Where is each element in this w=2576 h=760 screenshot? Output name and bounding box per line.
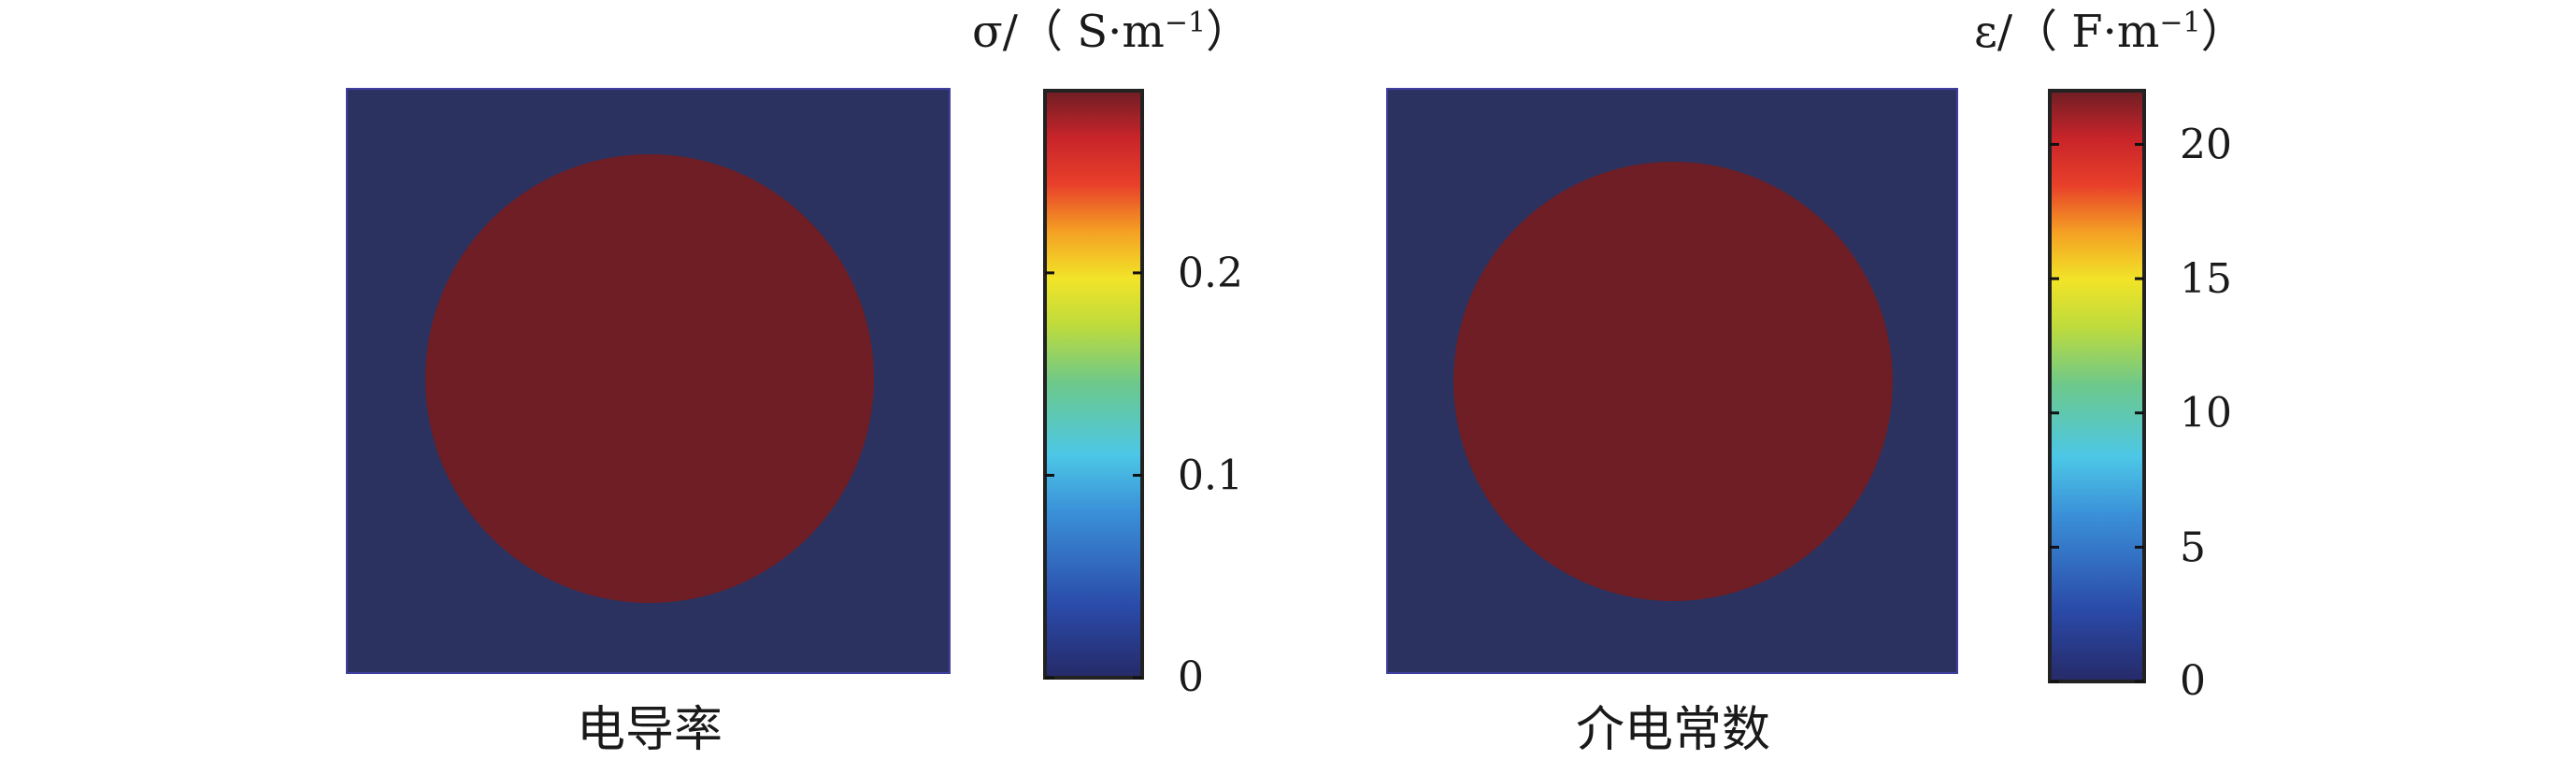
panel-caption: 电导率 [577, 702, 723, 758]
colorbar-tick-label: 5 [2180, 523, 2206, 571]
panel-conductivity: 0 0.1 0.2 σ/（ S·m−1） 电导率 [346, 6, 1251, 758]
colorbar-label: ε/（ F·m−1） [1974, 6, 2246, 58]
colorbar-tick-label: 0.2 [1178, 250, 1243, 297]
panel-permittivity: 0 5 10 15 20 ε/（ F·m−1） 介电常数 [1386, 6, 2246, 758]
colorbar-tick-label: 15 [2180, 255, 2232, 303]
panel-caption: 介电常数 [1576, 702, 1770, 758]
colorbar-tick-label: 0 [1178, 653, 1204, 701]
field-map-inclusion [1453, 162, 1893, 601]
colorbar-tick-label: 20 [2180, 121, 2232, 168]
colorbar-tick-label: 0.1 [1178, 452, 1243, 499]
colorbar-ticks: 0 0.1 0.2 [1045, 250, 1243, 701]
field-map-inclusion [425, 154, 874, 603]
colorbar-tick-label: 0 [2180, 657, 2206, 705]
colorbar [1043, 89, 1144, 680]
colorbar-label: σ/（ S·m−1） [972, 6, 1251, 58]
colorbar-ticks: 0 5 10 15 20 [2050, 121, 2232, 705]
colorbar [2048, 89, 2146, 683]
colorbar-tick-label: 10 [2180, 390, 2232, 437]
